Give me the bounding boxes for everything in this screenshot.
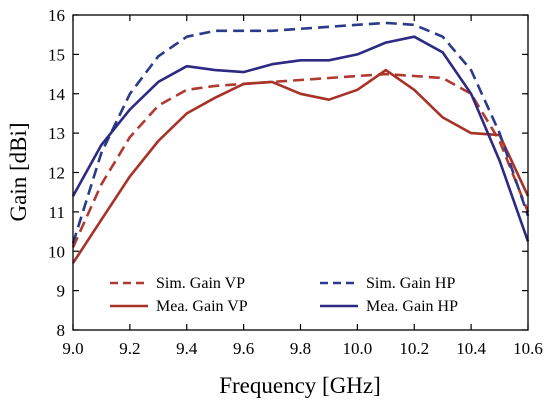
axis-ticks: 9.0 9.2 9.4 9.6 9.8 10.0 10.2 10.4 10.6 8 9 10 11 12 1… <box>48 6 543 358</box>
series-line-4 <box>71 35 530 242</box>
y-tick-label: 14 <box>48 85 66 104</box>
legend-label-1: Sim. Gain VP <box>156 275 245 292</box>
y-tick-label: 13 <box>48 124 65 143</box>
series-line-2 <box>71 68 530 264</box>
y-tick-label: 9 <box>57 282 66 301</box>
x-tick-label: 9.2 <box>119 339 140 358</box>
y-tick-label: 15 <box>48 45 65 64</box>
series-line-1 <box>71 72 530 248</box>
x-tick-label: 9.8 <box>290 339 311 358</box>
y-tick-label: 11 <box>49 203 65 222</box>
y-tick-label: 8 <box>57 321 66 340</box>
plot-lines <box>71 21 530 264</box>
x-axis-title: Frequency [GHz] <box>219 373 381 398</box>
legend: Sim. Gain VP Mea. Gain VP Sim. Gain HP Mea.… <box>110 275 458 315</box>
y-axis-title: Gain [dBi] <box>6 122 31 221</box>
x-tick-label: 9.6 <box>233 339 254 358</box>
x-tick-label: 9.4 <box>176 339 198 358</box>
y-tick-label: 16 <box>48 6 65 25</box>
legend-label-2: Mea. Gain VP <box>156 298 248 315</box>
legend-label-3: Sim. Gain HP <box>366 275 455 292</box>
series-line-3 <box>71 21 530 244</box>
y-tick-label: 10 <box>48 242 65 261</box>
x-tick-label: 10.6 <box>513 339 543 358</box>
x-tick-label: 10.2 <box>399 339 429 358</box>
y-tick-label: 12 <box>48 164 65 183</box>
x-tick-label: 10.0 <box>343 339 373 358</box>
x-tick-label: 10.4 <box>456 339 486 358</box>
x-tick-label: 9.0 <box>62 339 83 358</box>
legend-label-4: Mea. Gain HP <box>366 298 458 315</box>
